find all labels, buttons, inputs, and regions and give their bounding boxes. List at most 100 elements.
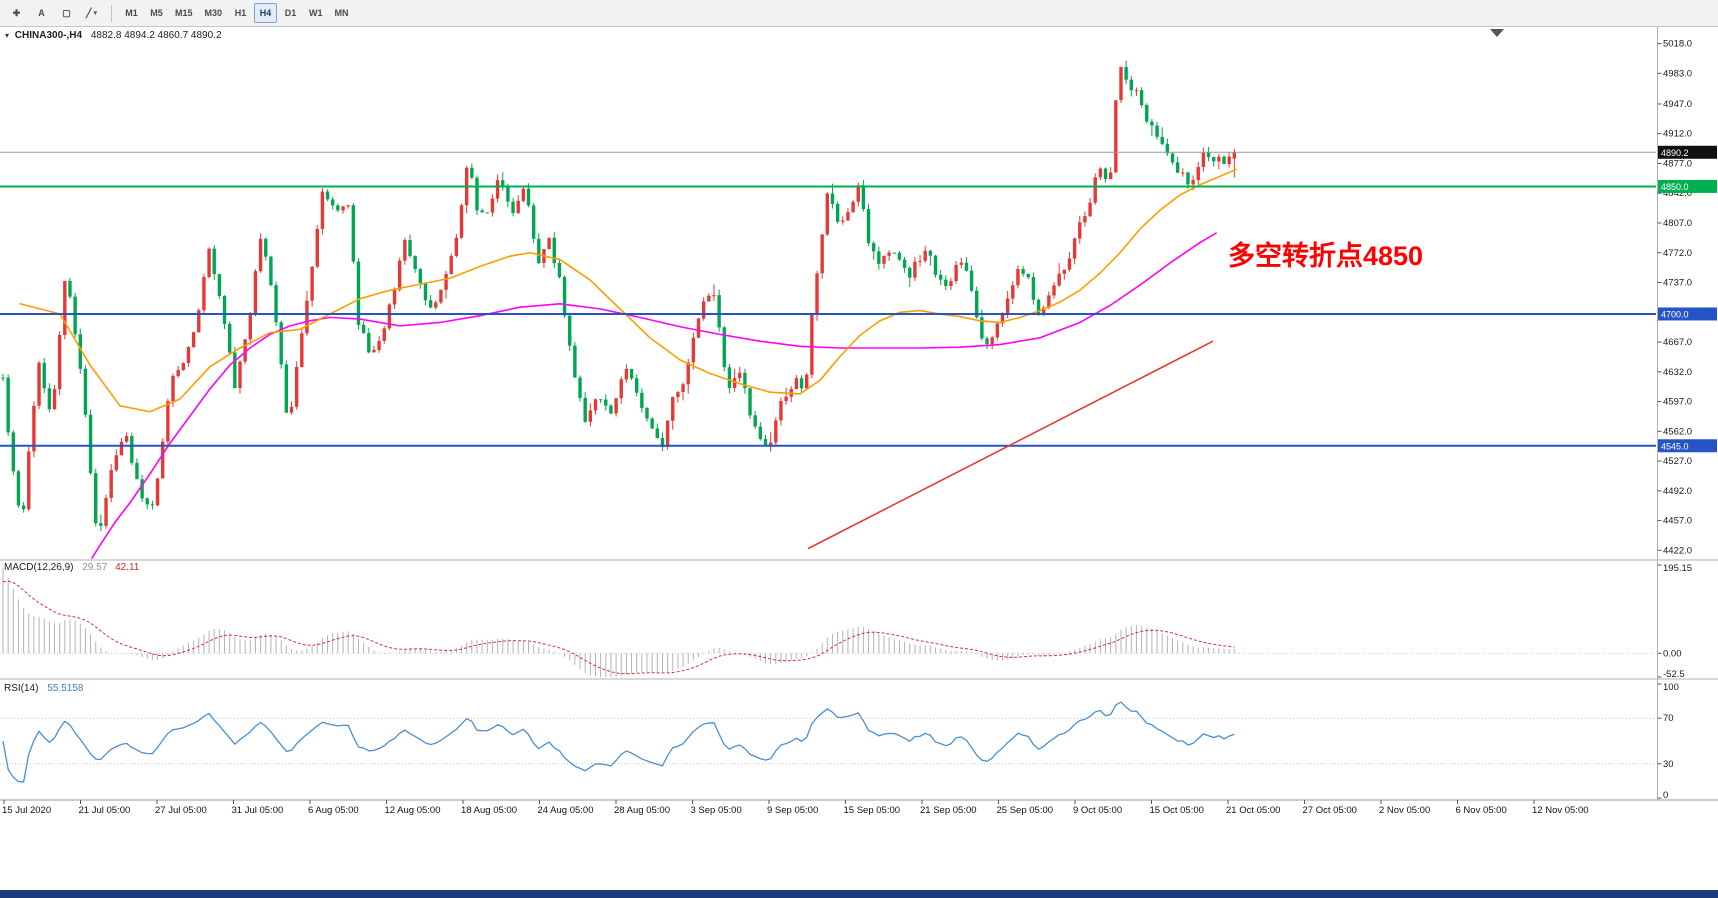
- text-label-icon: A: [38, 8, 45, 18]
- rsi-line: [2, 701, 1235, 783]
- svg-text:30: 30: [1663, 759, 1674, 770]
- rsi-value: 55.5158: [47, 683, 84, 694]
- svg-text:4807.0: 4807.0: [1663, 218, 1692, 229]
- svg-text:28 Aug 05:00: 28 Aug 05:00: [614, 805, 670, 816]
- toolbar: ✚ A ▢ ╱ ▾ M1 M5 M15 M30 H1 H4 D1 W1 MN: [0, 0, 1718, 27]
- svg-text:4667.0: 4667.0: [1663, 337, 1692, 348]
- svg-text:4545.0: 4545.0: [1661, 441, 1689, 451]
- taskbar[interactable]: [0, 890, 1718, 898]
- price-badge: 4545.0: [1658, 439, 1717, 453]
- text-tool-button[interactable]: A: [30, 3, 53, 23]
- macd-signal-line: [2, 580, 1235, 675]
- svg-text:6 Nov 05:00: 6 Nov 05:00: [1456, 805, 1507, 816]
- svg-text:4457.0: 4457.0: [1663, 516, 1692, 527]
- svg-text:18 Aug 05:00: 18 Aug 05:00: [461, 805, 517, 816]
- svg-text:24 Aug 05:00: 24 Aug 05:00: [538, 805, 594, 816]
- svg-text:4737.0: 4737.0: [1663, 278, 1692, 289]
- candles-layer: [1, 60, 1237, 532]
- timeframe-button-m30[interactable]: M30: [204, 8, 223, 18]
- svg-text:100: 100: [1663, 682, 1679, 693]
- svg-text:31 Jul 05:00: 31 Jul 05:00: [232, 805, 284, 816]
- orange-ma-line: [19, 168, 1237, 413]
- chart-canvas[interactable]: 5018.0 4983.0 4947.0 4912.0 4877.0 4842.0 4807…: [0, 27, 1718, 898]
- svg-text:4772.0: 4772.0: [1663, 248, 1692, 259]
- svg-text:0: 0: [1663, 790, 1668, 801]
- timeframe-button-d1[interactable]: D1: [284, 8, 297, 18]
- svg-text:21 Oct 05:00: 21 Oct 05:00: [1226, 805, 1280, 816]
- macd-main-value: 29.57: [82, 562, 108, 573]
- time-axis[interactable]: 15 Jul 2020 21 Jul 05:00 27 Jul 05:00 31 Ju…: [2, 800, 1589, 816]
- svg-text:4983.0: 4983.0: [1663, 68, 1692, 79]
- svg-text:195.15: 195.15: [1663, 563, 1692, 574]
- svg-text:15 Sep 05:00: 15 Sep 05:00: [844, 805, 901, 816]
- magenta-ma-line: [91, 232, 1217, 559]
- svg-text:27 Oct 05:00: 27 Oct 05:00: [1303, 805, 1357, 816]
- horizontal-lines[interactable]: [0, 151, 1656, 447]
- svg-text:0.00: 0.00: [1663, 648, 1682, 659]
- svg-text:4597.0: 4597.0: [1663, 397, 1692, 408]
- svg-text:4850.0: 4850.0: [1661, 182, 1689, 192]
- svg-text:12 Nov 05:00: 12 Nov 05:00: [1532, 805, 1589, 816]
- crosshair-tool-button[interactable]: ✚: [5, 3, 28, 23]
- chart-header: ▾ CHINA300-,H4 4882.8 4894.2 4860.7 4890…: [5, 30, 222, 41]
- timeframe-button-m15[interactable]: M15: [175, 8, 193, 18]
- trendline-tool-button[interactable]: ╱ ▾: [80, 3, 103, 23]
- price-badge: 4890.2: [1658, 145, 1717, 159]
- svg-text:4877.0: 4877.0: [1663, 158, 1692, 169]
- crosshair-icon: ✚: [12, 7, 21, 18]
- svg-text:3 Sep 05:00: 3 Sep 05:00: [691, 805, 742, 816]
- macd-panel: 195.15 0.00 -52.5: [0, 563, 1692, 680]
- svg-text:21 Jul 05:00: 21 Jul 05:00: [79, 805, 131, 816]
- svg-text:70: 70: [1663, 713, 1674, 724]
- svg-text:12 Aug 05:00: 12 Aug 05:00: [385, 805, 441, 816]
- timeframe-button-h4[interactable]: H4: [254, 3, 278, 23]
- timeframe-button-m5[interactable]: M5: [150, 8, 163, 18]
- shapes-icon: ▢: [62, 7, 71, 18]
- price-scale[interactable]: 5018.0 4983.0 4947.0 4912.0 4877.0 4842.0 4807…: [1657, 39, 1718, 557]
- svg-text:15 Jul 2020: 15 Jul 2020: [2, 805, 51, 816]
- one-click-expander-icon[interactable]: ▾: [5, 31, 10, 40]
- svg-text:4527.0: 4527.0: [1663, 456, 1692, 467]
- macd-signal-value: 42.11: [115, 562, 140, 573]
- svg-text:4947.0: 4947.0: [1663, 99, 1692, 110]
- macd-name: MACD(12,26,9): [4, 562, 74, 573]
- trendline-icon: ╱: [86, 7, 92, 18]
- rsi-panel: 100 70 30 0: [0, 682, 1679, 801]
- svg-text:4492.0: 4492.0: [1663, 486, 1692, 497]
- rsi-name: RSI(14): [4, 683, 39, 694]
- svg-text:2 Nov 05:00: 2 Nov 05:00: [1379, 805, 1430, 816]
- chart-shift-marker[interactable]: [1490, 29, 1504, 37]
- svg-text:4700.0: 4700.0: [1661, 309, 1689, 319]
- macd-indicator-label: MACD(12,26,9) 29.57 42.11: [4, 562, 139, 573]
- svg-text:27 Jul 05:00: 27 Jul 05:00: [155, 805, 207, 816]
- timeframe-button-mn[interactable]: MN: [334, 8, 349, 18]
- timeframe-button-m1[interactable]: M1: [125, 8, 138, 18]
- svg-text:4912.0: 4912.0: [1663, 129, 1692, 140]
- svg-text:4632.0: 4632.0: [1663, 367, 1692, 378]
- price-badge: 4700.0: [1658, 307, 1717, 321]
- svg-text:15 Oct 05:00: 15 Oct 05:00: [1150, 805, 1204, 816]
- svg-text:4562.0: 4562.0: [1663, 426, 1692, 437]
- chart-annotation[interactable]: 多空转折点4850: [1228, 241, 1424, 271]
- svg-text:25 Sep 05:00: 25 Sep 05:00: [997, 805, 1054, 816]
- symbol-title: CHINA300-,H4: [14, 30, 83, 41]
- timeframe-button-h1[interactable]: H1: [234, 8, 247, 18]
- svg-text:4842.0: 4842.0: [1663, 188, 1692, 199]
- svg-text:4422.0: 4422.0: [1663, 545, 1692, 556]
- svg-text:21 Sep 05:00: 21 Sep 05:00: [920, 805, 977, 816]
- svg-text:-52.5: -52.5: [1663, 669, 1685, 680]
- ohlc-values: 4882.8 4894.2 4860.7 4890.2: [90, 30, 222, 41]
- trendline-object[interactable]: [807, 340, 1214, 550]
- svg-text:9 Oct 05:00: 9 Oct 05:00: [1073, 805, 1122, 816]
- price-badge: 4850.0: [1658, 179, 1717, 193]
- toolbar-separator: [111, 4, 112, 22]
- chevron-down-icon: ▾: [93, 10, 97, 17]
- svg-text:9 Sep 05:00: 9 Sep 05:00: [767, 805, 818, 816]
- timeframe-button-w1[interactable]: W1: [309, 8, 323, 18]
- svg-text:5018.0: 5018.0: [1663, 39, 1692, 50]
- shapes-tool-button[interactable]: ▢: [55, 3, 78, 23]
- svg-text:6 Aug 05:00: 6 Aug 05:00: [308, 805, 359, 816]
- svg-text:4890.2: 4890.2: [1661, 148, 1689, 158]
- rsi-indicator-label: RSI(14) 55.5158: [4, 683, 83, 694]
